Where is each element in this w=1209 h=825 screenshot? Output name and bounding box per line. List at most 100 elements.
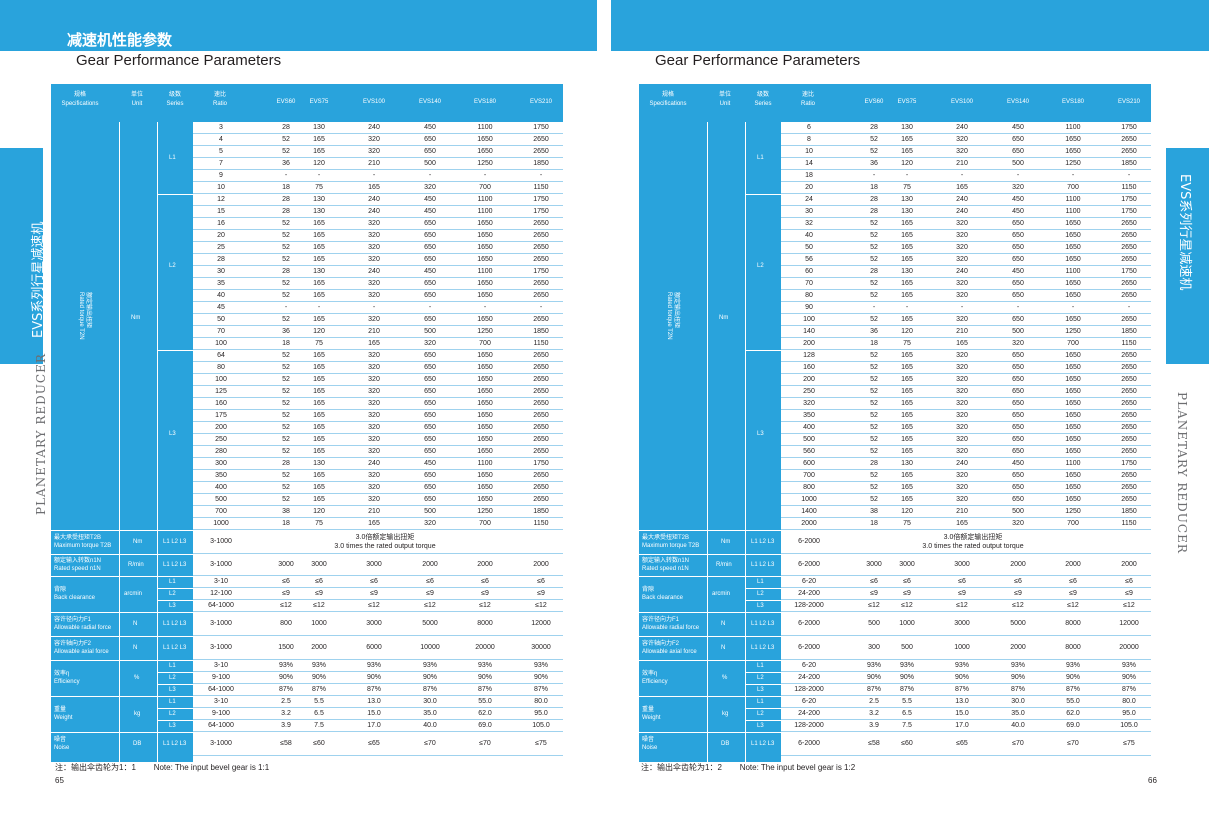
- efficiency-en: Efficiency: [642, 679, 668, 685]
- efficiency-value: 87%: [899, 686, 915, 693]
- torque-cell: 1250: [1065, 508, 1081, 515]
- torque-cell: 1100: [477, 124, 493, 131]
- header-unit-cn: 单位: [718, 92, 732, 98]
- torque-cell: 52: [282, 412, 290, 419]
- torque-cell: 1650: [477, 148, 493, 155]
- header-model: EVS75: [309, 99, 329, 105]
- rated-speed-value: 2000: [533, 561, 549, 568]
- torque-cell: 52: [282, 280, 290, 287]
- radial-force-unit: N: [721, 621, 726, 627]
- backlash-value: ≤6: [958, 578, 966, 585]
- left-note: 注：输出伞齿轮为1：1 Note: The input bevel gear i…: [55, 762, 269, 773]
- label-column-bg: [639, 122, 781, 762]
- ratio-cell: 1000: [801, 496, 817, 503]
- torque-cell: 52: [870, 376, 878, 383]
- backlash-value: ≤12: [1067, 602, 1079, 609]
- torque-cell: 320: [956, 316, 968, 323]
- header-spec: 规格 Specifications: [649, 91, 686, 109]
- backlash-value: ≤9: [481, 590, 489, 597]
- ratio-cell: 300: [215, 460, 227, 467]
- torque-cell: 1650: [477, 388, 493, 395]
- table-row: 1400 38 120 210 500 1250 1850: [781, 506, 1151, 518]
- ratio-cell: 160: [803, 364, 815, 371]
- torque-cell: 650: [424, 232, 436, 239]
- ratio-cell: 100: [215, 340, 227, 347]
- rated-torque-en: Rated torque T2N: [666, 292, 672, 340]
- noise-row: 6-2000 ≤58 ≤60 ≤65 ≤70 ≤70 ≤75: [781, 732, 1151, 756]
- torque-cell: -: [1016, 172, 1020, 179]
- torque-cell: 320: [956, 364, 968, 371]
- axial-force-value: 1500: [278, 644, 294, 651]
- torque-cell: 1250: [477, 508, 493, 515]
- torque-cell: 1100: [1065, 208, 1081, 215]
- table-row: 56 52 165 320 650 1650 2650: [781, 254, 1151, 266]
- max-torque-series: L1 L2 L3: [163, 539, 187, 545]
- torque-cell: 1850: [1121, 328, 1137, 335]
- weight-value: 69.0: [478, 722, 492, 729]
- torque-cell: 165: [901, 148, 913, 155]
- ratio-cell: 16: [217, 220, 225, 227]
- torque-cell: 650: [1012, 436, 1024, 443]
- efficiency-value: 87%: [954, 686, 970, 693]
- section-divider: [51, 530, 193, 531]
- torque-cell: 2650: [1121, 496, 1137, 503]
- max-torque-value: 3.0倍额定输出扭矩 3.0 times the rated output tor…: [922, 533, 1023, 551]
- torque-cell: 1750: [533, 268, 549, 275]
- ratio-cell: 8: [807, 136, 811, 143]
- table-row: 700 52 165 320 650 1650 2650: [781, 470, 1151, 482]
- torque-cell: 165: [901, 244, 913, 251]
- left-note-cn: 注：输出伞齿轮为1：1: [55, 763, 136, 772]
- torque-cell: 500: [1012, 160, 1024, 167]
- torque-cell: 650: [1012, 496, 1024, 503]
- weight-value: 105.0: [1120, 722, 1138, 729]
- table-row: 32 52 165 320 650 1650 2650: [781, 218, 1151, 230]
- torque-cell: 2650: [533, 136, 549, 143]
- efficiency-row: 6-20 93% 93% 93% 93% 93% 93%: [781, 660, 1151, 672]
- noise-value: ≤75: [535, 740, 547, 747]
- torque-cell: 2650: [1121, 412, 1137, 419]
- noise-value: ≤70: [424, 740, 436, 747]
- torque-cell: 52: [870, 436, 878, 443]
- table-row: 30 28 130 240 450 1100 1750: [781, 206, 1151, 218]
- torque-cell: 52: [282, 364, 290, 371]
- table-row: 20 18 75 165 320 700 1150: [781, 182, 1151, 194]
- torque-cell: -: [372, 172, 376, 179]
- torque-cell: 1750: [533, 208, 549, 215]
- torque-cell: 2650: [1121, 472, 1137, 479]
- ratio-cell: 100: [803, 316, 815, 323]
- series-divider: [157, 350, 193, 351]
- torque-cell: 320: [368, 292, 380, 299]
- weight-value: 3.2: [869, 710, 879, 717]
- table-row: 50 52 165 320 650 1650 2650: [193, 314, 563, 326]
- efficiency-range: 3-10: [213, 662, 229, 669]
- torque-cell: 165: [901, 136, 913, 143]
- torque-cell: 165: [901, 388, 913, 395]
- torque-cell: 165: [313, 412, 325, 419]
- weight-cn: 重量: [642, 707, 655, 713]
- ratio-cell: 280: [215, 448, 227, 455]
- torque-cell: 28: [870, 196, 878, 203]
- torque-cell: 2650: [1121, 256, 1137, 263]
- section-divider: [639, 696, 781, 697]
- noise: 噪音 Noise: [642, 736, 657, 752]
- table-row: 18 - - - - - -: [781, 170, 1151, 182]
- ratio-cell: 500: [215, 496, 227, 503]
- series-l3: L3: [757, 431, 764, 437]
- backlash-value: ≤12: [901, 602, 913, 609]
- torque-cell: 320: [424, 184, 436, 191]
- weight-value: 30.0: [1011, 698, 1025, 705]
- series-divider: [157, 684, 193, 685]
- torque-cell: 1150: [533, 184, 549, 191]
- torque-cell: 2650: [533, 388, 549, 395]
- torque-cell: -: [1127, 304, 1131, 311]
- torque-cell: 75: [903, 340, 911, 347]
- header-model: EVS180: [473, 99, 497, 105]
- ratio-cell: 7: [219, 160, 223, 167]
- radial-force-range: 6-2000: [798, 620, 820, 627]
- table-row: 8 52 165 320 650 1650 2650: [781, 134, 1151, 146]
- torque-cell: 500: [424, 328, 436, 335]
- backlash-cn: 背隙: [54, 587, 67, 593]
- torque-cell: 2650: [533, 292, 549, 299]
- torque-cell: 2650: [533, 400, 549, 407]
- torque-cell: 1850: [533, 160, 549, 167]
